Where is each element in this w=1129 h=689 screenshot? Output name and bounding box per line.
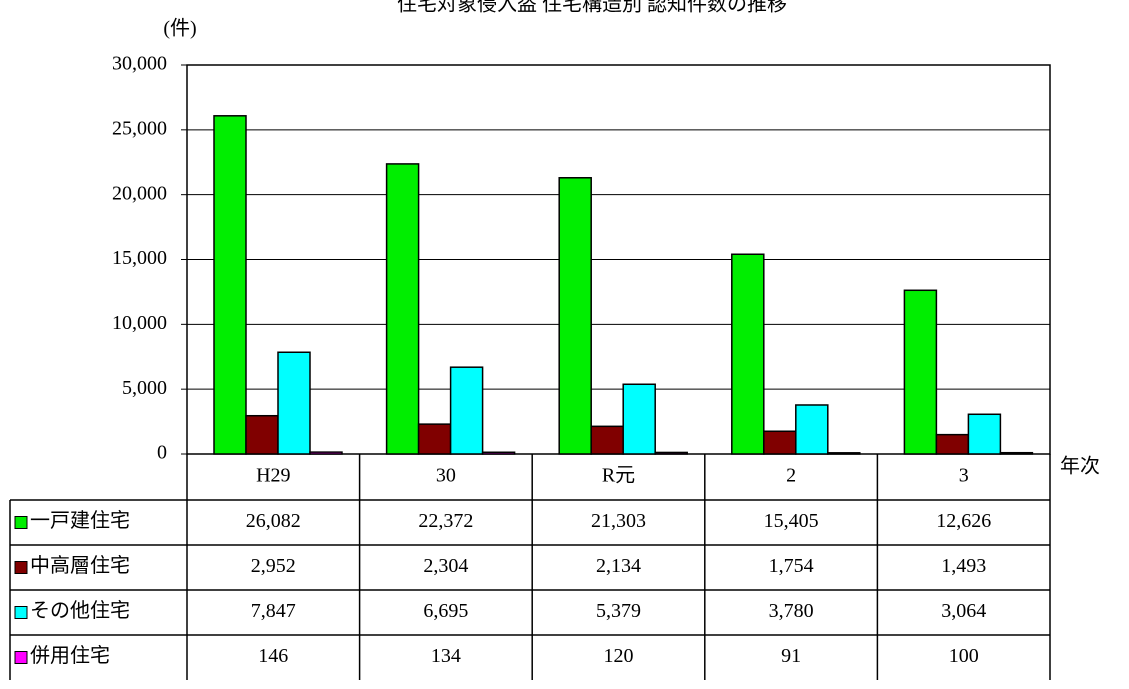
table-cell: 22,372	[418, 510, 473, 532]
table-cell: 2,952	[251, 555, 296, 577]
bar	[245, 414, 279, 455]
bar	[827, 452, 861, 455]
table-header: 2	[786, 465, 796, 487]
bar	[999, 451, 1034, 455]
bar	[967, 413, 1002, 455]
table-cell: 12,626	[936, 510, 991, 532]
table-cell: 1,754	[769, 555, 814, 577]
bar	[903, 289, 938, 455]
bar	[731, 253, 765, 455]
y-tick-label: 20,000	[112, 182, 167, 204]
table-cell: 120	[604, 645, 634, 667]
bar	[213, 115, 247, 455]
bar	[558, 177, 592, 455]
bar	[277, 351, 311, 455]
legend-label: その他住宅	[30, 599, 130, 622]
table-cell: 3,064	[941, 600, 986, 622]
legend-swatch	[14, 606, 28, 619]
table-cell: 15,405	[764, 510, 819, 532]
y-tick-label: 25,000	[112, 117, 167, 139]
bar	[417, 423, 452, 455]
y-tick-label: 10,000	[112, 312, 167, 334]
bar	[590, 425, 624, 455]
bar	[481, 451, 516, 455]
bar	[795, 404, 829, 455]
y-tick-label: 15,000	[112, 247, 167, 269]
legend-label: 中高層住宅	[30, 554, 130, 577]
table-cell: 91	[781, 645, 801, 667]
table-cell: 146	[258, 645, 288, 667]
table-cell: 7,847	[251, 600, 296, 622]
legend-label: 一戸建住宅	[30, 509, 130, 532]
table-cell: 1,493	[941, 555, 986, 577]
y-tick-label: 30,000	[112, 53, 167, 75]
bar	[622, 383, 656, 455]
legend-label: 併用住宅	[30, 644, 110, 667]
bar	[385, 163, 420, 455]
bar	[654, 451, 688, 455]
chart-title: 住宅対象侵入盗 住宅構造別 認知件数の推移	[397, 0, 787, 16]
table-cell: 3,780	[769, 600, 814, 622]
table-header: R元	[602, 465, 635, 487]
legend-swatch	[14, 516, 28, 529]
table-cell: 134	[431, 645, 461, 667]
table-cell: 26,082	[246, 510, 301, 532]
table-header: 30	[436, 465, 456, 487]
bar	[449, 366, 484, 455]
table-cell: 100	[949, 645, 979, 667]
table-header: H29	[256, 465, 290, 487]
x-axis-label: 年次	[1060, 455, 1100, 478]
bar	[763, 430, 797, 455]
table-cell: 2,134	[596, 555, 641, 577]
bar	[309, 451, 343, 455]
table-header: 3	[959, 465, 969, 487]
table-cell: 5,379	[596, 600, 641, 622]
table-cell: 21,303	[591, 510, 646, 532]
legend-swatch	[14, 651, 28, 664]
y-tick-label: 5,000	[122, 377, 167, 399]
y-axis-label: (件)	[163, 17, 196, 40]
legend-swatch	[14, 561, 28, 574]
table-cell: 2,304	[423, 555, 468, 577]
bar	[935, 433, 970, 455]
table-cell: 6,695	[423, 600, 468, 622]
y-tick-label: 0	[157, 442, 167, 464]
